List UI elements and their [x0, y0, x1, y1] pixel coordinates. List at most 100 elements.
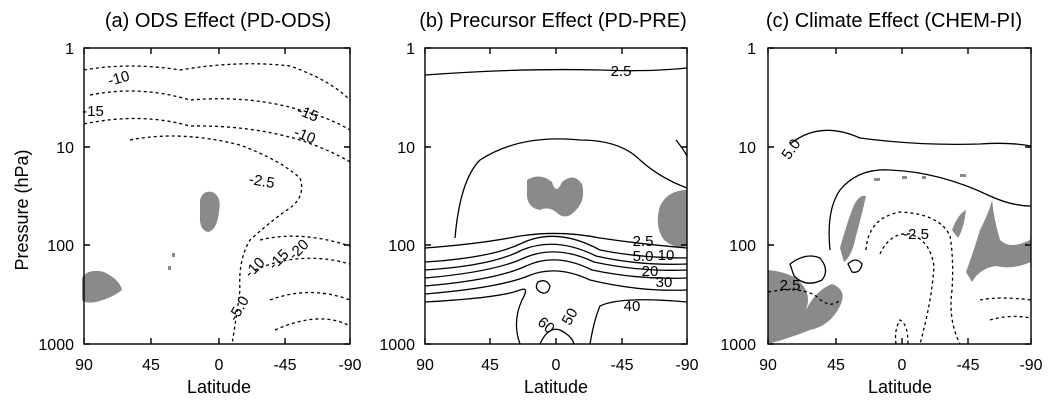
y-tick-label: 1000 — [720, 337, 756, 354]
contour-line — [424, 259, 688, 287]
significance-shade — [172, 253, 175, 257]
significance-shade — [82, 270, 122, 303]
contour-line — [269, 291, 351, 301]
contour-label: 5.0 — [778, 136, 804, 163]
contour-line — [89, 90, 351, 131]
plot-frame — [83, 47, 351, 345]
x-tick-label: 0 — [898, 357, 907, 374]
panel-c: (c) Climate Effect (CHEM-PI) 1 10 100 10… — [720, 10, 1042, 397]
contour-line — [424, 288, 527, 345]
contour-label: -5.0 — [225, 293, 253, 324]
significance-shade — [199, 191, 220, 232]
x-axis-label: Latitude — [868, 377, 932, 397]
contour-line — [424, 243, 688, 271]
contour-line — [535, 280, 551, 294]
contour-line — [424, 232, 688, 249]
x-tick-label: 90 — [759, 357, 777, 374]
tick-marks — [83, 47, 351, 345]
significance-shade — [966, 200, 1031, 282]
x-tick-label: 90 — [416, 357, 434, 374]
contour-line — [847, 259, 863, 273]
contour-label: 60 — [534, 314, 558, 338]
x-axis-label: Latitude — [524, 377, 588, 397]
y-tick-label: 1000 — [38, 337, 74, 354]
contour-line — [767, 289, 841, 305]
x-tick-label: 0 — [552, 357, 561, 374]
y-tick-label: 10 — [56, 140, 74, 157]
x-tick-label: -45 — [273, 357, 296, 374]
y-tick-label: 1000 — [379, 337, 415, 354]
contour-line — [274, 318, 351, 331]
tick-marks — [424, 47, 688, 345]
x-tick-label: -45 — [610, 357, 633, 374]
contour-line — [424, 251, 688, 279]
significance-shade — [768, 270, 843, 344]
contour-line — [424, 235, 688, 263]
significance-shade — [657, 190, 687, 248]
contour-label: -15 — [82, 103, 104, 120]
contour-label: -2.5 — [248, 171, 276, 192]
contour-label: 20 — [642, 263, 659, 280]
contour-line — [424, 67, 688, 76]
y-tick-label: 1 — [65, 41, 74, 58]
contour-line — [454, 138, 688, 239]
contour-label: 10 — [658, 247, 675, 264]
contour-label: -10 — [241, 254, 268, 281]
contour-label: 30 — [656, 274, 673, 291]
y-tick-label: 100 — [388, 238, 415, 255]
contour-label: 40 — [624, 298, 641, 315]
x-tick-label: 90 — [75, 357, 93, 374]
contour-label: 5.0 — [633, 248, 654, 265]
contour-line — [254, 257, 351, 271]
panel-b-title: (b) Precursor Effect (PD-PRE) — [419, 10, 686, 32]
contour-line — [259, 235, 351, 247]
contour-line — [129, 135, 303, 345]
x-tick-label: -90 — [1019, 357, 1042, 374]
contour-line — [589, 299, 688, 345]
contour-line — [879, 233, 935, 345]
significance-shade — [952, 210, 966, 238]
contour-line — [989, 315, 1032, 321]
contour-line — [83, 63, 351, 101]
y-tick-label: 100 — [729, 238, 756, 255]
significance-shade — [527, 176, 584, 217]
panel-b: (b) Precursor Effect (PD-PRE) 1 10 100 1… — [379, 10, 698, 397]
x-tick-label: 45 — [481, 357, 499, 374]
significance-shade — [168, 266, 171, 270]
panel-a-title: (a) ODS Effect (PD-ODS) — [105, 10, 331, 32]
contour-label: 2.5 — [633, 233, 654, 250]
contour-line — [424, 270, 688, 295]
contour-label: 50 — [559, 305, 582, 328]
contour-line — [979, 297, 1032, 301]
tick-marks — [767, 47, 1032, 345]
x-tick-label: -90 — [338, 357, 361, 374]
y-axis-label: Pressure (hPa) — [12, 149, 32, 270]
contour-label: -10 — [106, 68, 131, 90]
y-tick-label: 1 — [406, 41, 415, 58]
y-tick-label: 1 — [747, 41, 756, 58]
significance-shade — [840, 195, 866, 262]
panel-a: (a) ODS Effect (PD-ODS) Pressure (hPa) 1… — [12, 10, 362, 397]
contour-label: 2.5 — [780, 277, 801, 294]
x-axis-label: Latitude — [187, 377, 251, 397]
y-tick-label: 100 — [47, 238, 74, 255]
contour-line — [865, 211, 961, 345]
contour-label: -2.5 — [903, 226, 929, 243]
contour-label: 2.5 — [611, 63, 632, 80]
contour-line — [789, 255, 827, 284]
contour-line — [828, 169, 1032, 251]
panel-c-title: (c) Climate Effect (CHEM-PI) — [766, 10, 1022, 32]
contour-label: -10 — [291, 124, 317, 148]
plot-frame — [767, 47, 1032, 345]
x-tick-label: 0 — [215, 357, 224, 374]
significance-shade — [874, 174, 966, 181]
contour-line — [539, 328, 575, 345]
contour-line — [83, 117, 351, 163]
x-tick-label: 45 — [142, 357, 160, 374]
x-tick-label: 45 — [827, 357, 845, 374]
x-tick-label: -90 — [675, 357, 698, 374]
y-tick-label: 10 — [738, 140, 756, 157]
contour-line — [789, 129, 1032, 147]
y-tick-label: 10 — [397, 140, 415, 157]
